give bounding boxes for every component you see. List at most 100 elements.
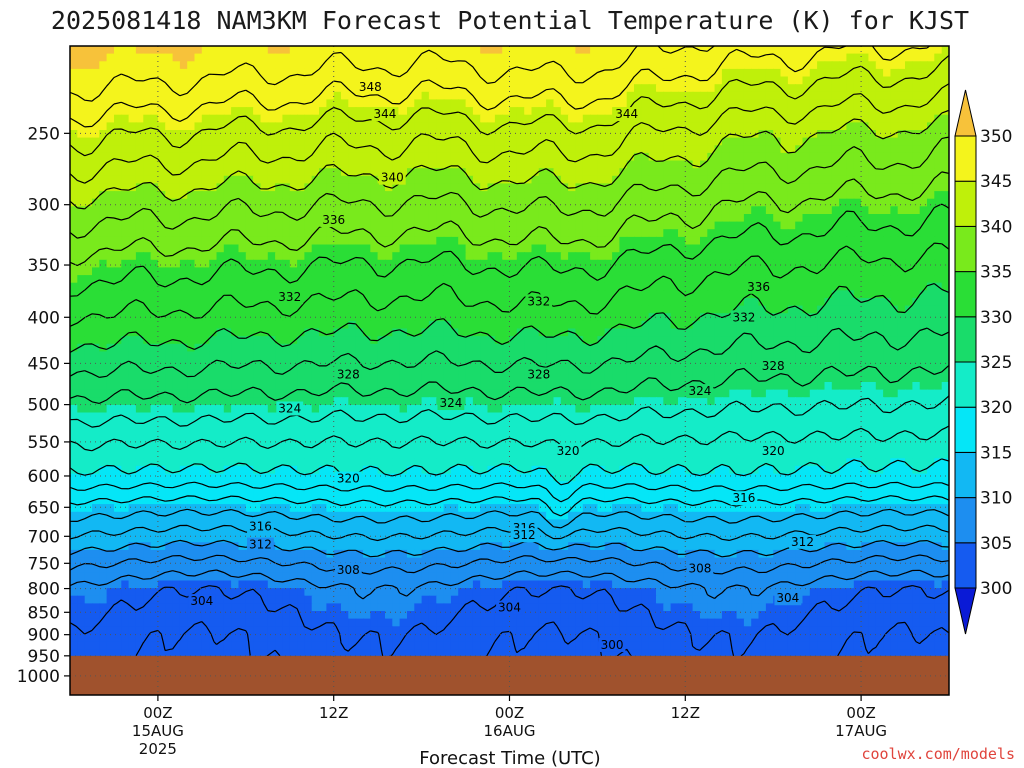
contour-label-bg — [730, 491, 758, 506]
contour-label-bg — [789, 534, 816, 549]
contour-label-bg — [525, 294, 553, 309]
contour-label-bg — [686, 561, 714, 576]
contour-label-bg — [510, 528, 538, 543]
contour-label-bg — [759, 444, 787, 459]
contour-label-bg — [276, 401, 304, 416]
y-tick-label: 300 — [28, 196, 60, 216]
y-tick-label: 450 — [28, 354, 60, 374]
contour-label-bg — [320, 213, 348, 228]
contour-line-312 — [70, 524, 949, 542]
x-tick-label: 00Z — [143, 704, 172, 722]
colorbar-tick-label: 350 — [980, 127, 1012, 147]
colorbar-segment — [954, 316, 977, 363]
contour-label: 308 — [688, 561, 711, 575]
contour-label: 336 — [747, 280, 770, 294]
ground-layer — [70, 655, 949, 695]
contour-line-330 — [70, 283, 949, 354]
contour-labels-layer: 348 344 344 340 336 336 332 332 332 328 328 328 324 3… — [188, 79, 816, 652]
y-tick-label: 1000 — [17, 667, 60, 687]
y-tick-label: 850 — [28, 603, 60, 623]
contour-label: 324 — [688, 384, 711, 398]
y-tick-label: 250 — [28, 124, 60, 144]
contour-label-bg — [437, 396, 465, 411]
colorbar-segment — [954, 542, 977, 589]
contour-label: 300 — [601, 638, 624, 652]
contour-label: 304 — [498, 601, 521, 615]
contour-line-308 — [70, 554, 949, 575]
credit-text: coolwx.com/models — [861, 745, 1015, 763]
x-tick-label: 12Z — [319, 704, 348, 722]
contour-line-326 — [70, 364, 949, 404]
contour-label-bg — [378, 170, 406, 185]
contour-label: 340 — [381, 171, 404, 185]
contour-label-bg — [371, 107, 399, 122]
colorbar-segment — [954, 180, 977, 227]
chart-title: 2025081418 NAM3KM Forecast Potential Tem… — [51, 6, 969, 35]
grid-layer — [70, 46, 949, 695]
contour-label: 308 — [337, 563, 360, 577]
colorbar-segment — [954, 225, 977, 273]
y-tick-label: 400 — [28, 308, 60, 328]
contour-label: 328 — [527, 368, 550, 382]
contour-label: 304 — [190, 594, 213, 608]
contour-label-bg — [730, 310, 758, 325]
colorbar-tick-label: 310 — [980, 489, 1012, 509]
contour-label: 312 — [513, 528, 536, 542]
colorbar-tick-label: 330 — [980, 308, 1012, 328]
contour-label-bg — [334, 367, 362, 382]
y-tick-label: 750 — [28, 554, 60, 574]
contour-label: 324 — [439, 396, 462, 410]
y-tick-label: 350 — [28, 256, 60, 276]
y-tick-label: 900 — [28, 626, 60, 646]
contour-label-bg — [686, 384, 714, 399]
colorbar-tick-label: 345 — [980, 172, 1012, 192]
contour-label-bg — [247, 519, 274, 534]
contour-line-334 — [70, 203, 949, 297]
contour-line-332 — [70, 242, 949, 327]
colorbar-segment — [954, 271, 977, 318]
colorbar-segment — [954, 135, 977, 182]
colorbar-extend-max — [954, 89, 977, 137]
contour-label: 316 — [249, 520, 272, 534]
contour-label-bg — [334, 563, 362, 578]
contour-label: 332 — [527, 294, 550, 308]
contour-label-bg — [774, 591, 802, 606]
contour-label-bg — [356, 79, 384, 94]
contour-label-bg — [276, 290, 304, 305]
contour-label: 328 — [762, 359, 785, 373]
contour-label: 320 — [337, 472, 360, 486]
contour-line-340 — [70, 109, 949, 210]
contour-lines-layer — [70, 46, 949, 695]
contour-label-bg — [334, 471, 362, 486]
x-tick-label: 15AUG — [132, 722, 184, 740]
x-tick-label: 00Z — [846, 704, 875, 722]
contour-label: 336 — [322, 213, 345, 227]
colorbar-tick-label: 335 — [980, 263, 1012, 283]
colorbar-tick-label: 315 — [980, 443, 1012, 463]
contour-line-338 — [70, 136, 949, 239]
contour-line-314 — [70, 508, 949, 529]
contour-line-336 — [70, 171, 949, 267]
colorbar-segment — [954, 406, 977, 453]
contour-line-310 — [70, 539, 949, 558]
contour-label: 348 — [359, 80, 382, 94]
contour-label-bg — [496, 600, 523, 615]
colorbar: 300 305 310 315 320 325 330 335 340 345 350 — [954, 89, 1012, 635]
y-tick-label: 950 — [28, 647, 60, 667]
contour-label-bg — [554, 444, 582, 459]
contour-line-344 — [70, 55, 949, 157]
y-tick-label: 500 — [28, 396, 60, 416]
colorbar-segment — [954, 497, 977, 544]
x-axis-label: Forecast Time (UTC) — [419, 748, 600, 768]
colorbar-tick-label: 320 — [980, 398, 1012, 418]
contour-label: 320 — [557, 444, 580, 458]
x-tick-label: 2025 — [139, 740, 177, 758]
contour-line-306 — [70, 569, 949, 600]
contour-label-bg — [525, 367, 553, 382]
colorbar-segment — [954, 361, 977, 408]
contour-label: 304 — [776, 591, 799, 605]
colorbar-segment — [954, 451, 977, 499]
contour-line-316 — [70, 495, 949, 517]
